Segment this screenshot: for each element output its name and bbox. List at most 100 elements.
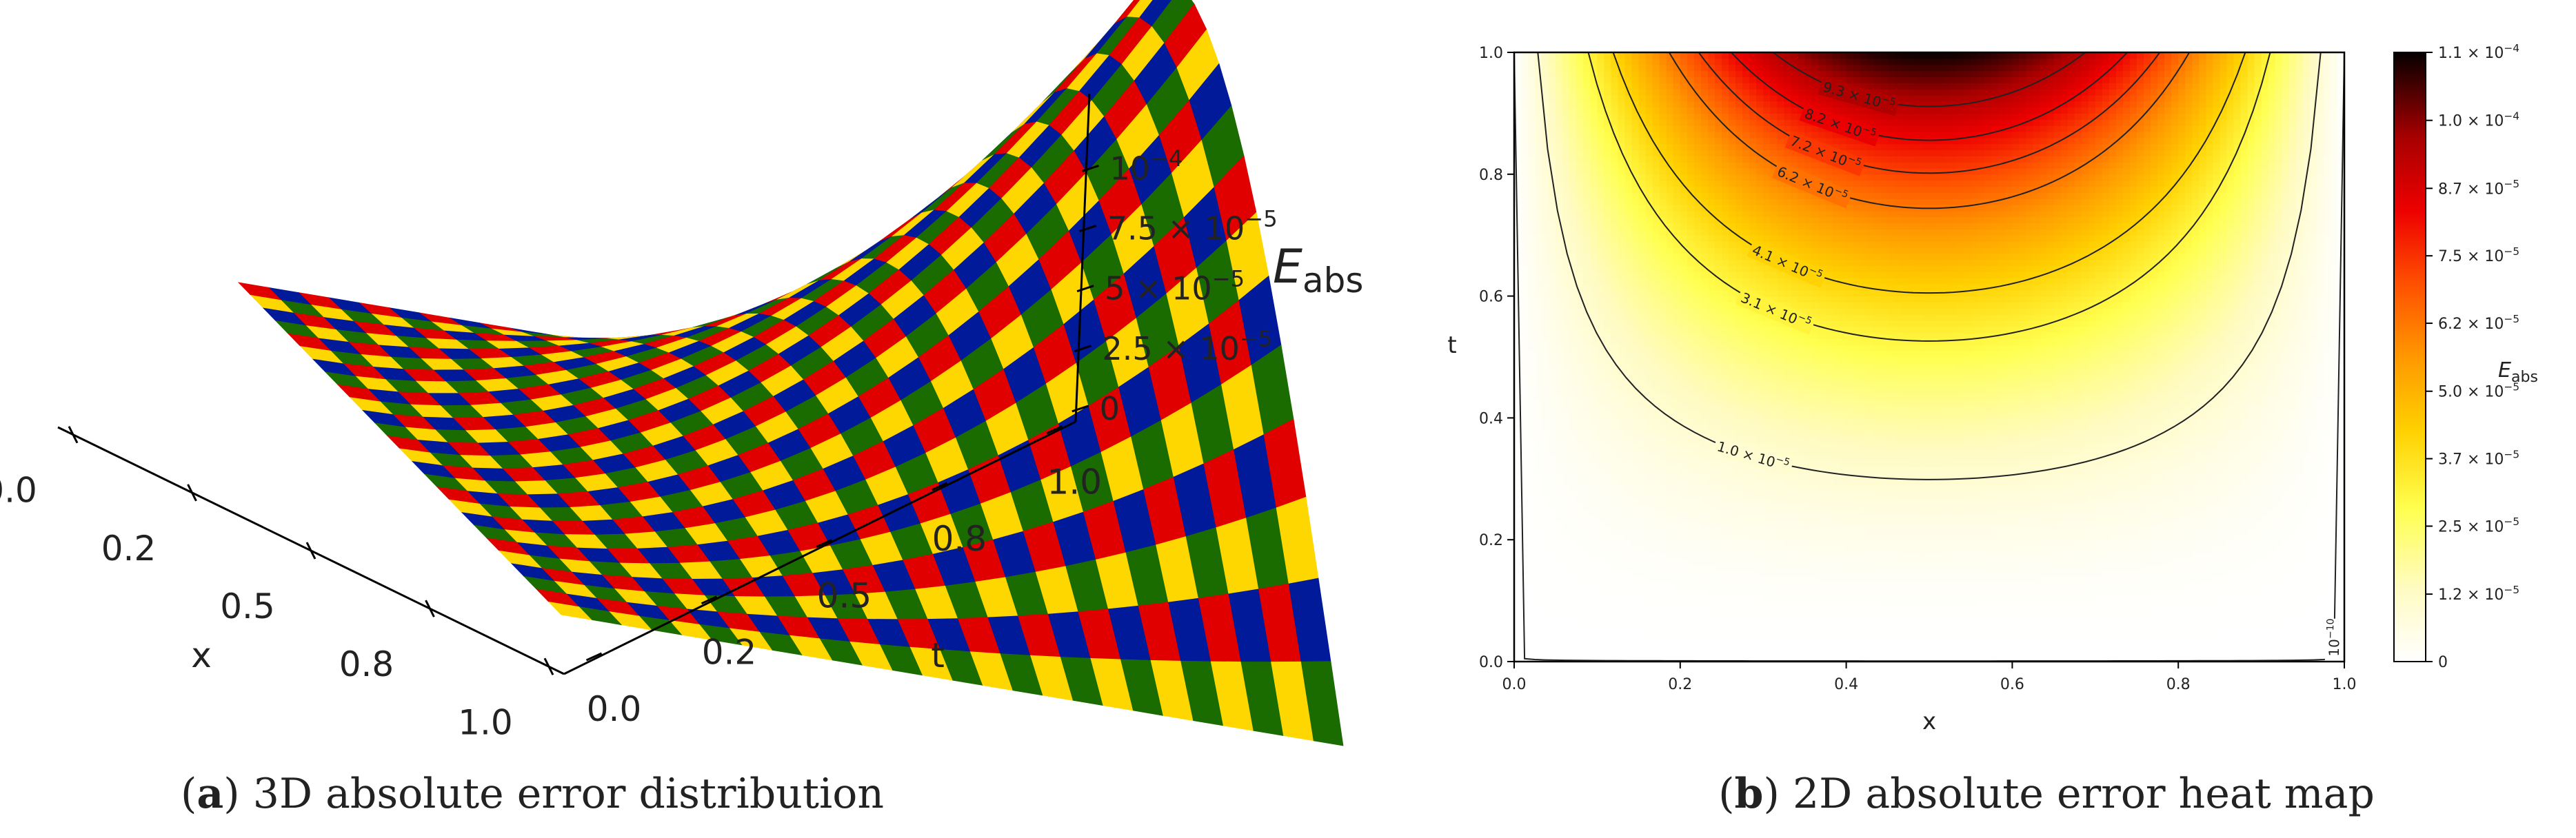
heatmap-cell — [1652, 156, 1660, 163]
heatmap-cell — [1638, 588, 1647, 595]
heatmap-cell — [1791, 613, 1798, 620]
heatmap-cell — [1722, 345, 1729, 351]
heatmap-cell — [1528, 570, 1536, 577]
heatmap-cell — [1749, 229, 1757, 236]
heatmap-cell — [1798, 643, 1805, 650]
heatmap-cell — [1624, 624, 1633, 632]
heatmap-cell — [1666, 454, 1674, 461]
heatmap-cell — [1583, 216, 1591, 224]
heatmap-cell — [1514, 411, 1522, 418]
heatmap-cell — [1542, 418, 1549, 425]
heatmap-cell — [1597, 156, 1605, 163]
heatmap-cell — [1604, 558, 1612, 565]
heatmap-cell — [1791, 478, 1798, 486]
heatmap-cell — [1528, 180, 1536, 187]
heatmap-cell — [1542, 527, 1549, 534]
heatmap-cell — [1687, 643, 1695, 650]
heatmap-cell — [1590, 162, 1598, 169]
surface-x-tick-mark — [305, 542, 316, 560]
heatmap-cell — [1549, 64, 1556, 72]
heatmap-cell — [1549, 564, 1556, 571]
heatmap-cell — [1770, 600, 1778, 608]
heatmap-cell — [1611, 362, 1619, 370]
heatmap-cell — [1549, 192, 1556, 199]
heatmap-cell — [1597, 613, 1605, 620]
heatmap-cell — [1638, 113, 1647, 120]
heatmap-cell — [1700, 94, 1709, 102]
heatmap-cell — [1666, 357, 1674, 364]
heatmap-cell — [1777, 600, 1784, 608]
heatmap-cell — [1562, 119, 1570, 126]
heatmap-cell — [1666, 174, 1674, 181]
heatmap-cell — [1631, 241, 1640, 248]
heatmap-cell — [1742, 484, 1750, 492]
heatmap-cell — [1514, 125, 1522, 132]
heatmap-cell — [1562, 156, 1570, 163]
heatmap-cell — [1638, 101, 1647, 108]
heatmap-cell — [1735, 533, 1743, 540]
heatmap-cell — [1784, 624, 1791, 632]
heatmap-cell — [1659, 198, 1667, 205]
heatmap-cell — [1680, 216, 1688, 224]
heatmap-cell — [1680, 351, 1688, 358]
heatmap-cell — [1528, 326, 1536, 334]
heatmap-cell — [1763, 320, 1771, 327]
heatmap-cell — [1722, 52, 1729, 59]
heatmap-cell — [1597, 174, 1605, 181]
heatmap-cell — [1549, 613, 1556, 620]
heatmap-cell — [1729, 278, 1736, 285]
heatmap-cell — [1521, 192, 1529, 199]
heatmap-cell — [1804, 540, 1813, 546]
heatmap-cell — [1722, 186, 1729, 193]
heatmap-cell — [1770, 320, 1778, 327]
heatmap-cell — [1673, 162, 1681, 169]
heatmap-cell — [1707, 58, 1715, 65]
heatmap-cell — [1528, 83, 1536, 90]
heatmap-cell — [1611, 533, 1619, 540]
heatmap-cell — [1631, 582, 1640, 589]
heatmap-cell — [1611, 70, 1619, 77]
heatmap-cell — [1770, 546, 1778, 553]
heatmap-cell — [1597, 606, 1605, 613]
heatmap-cell — [1749, 235, 1757, 242]
heatmap-cell — [1714, 58, 1722, 65]
heatmap-cell — [1604, 533, 1612, 540]
heatmap-cell — [1569, 131, 1577, 139]
heatmap-cell — [1659, 253, 1667, 260]
heatmap-cell — [1562, 631, 1570, 638]
heatmap-cell — [1562, 600, 1570, 608]
heatmap-cell — [1604, 375, 1612, 382]
heatmap-cell — [1638, 491, 1647, 498]
heatmap-cell — [1549, 198, 1556, 205]
heatmap-cell — [1535, 460, 1542, 467]
heatmap-cell — [1652, 484, 1660, 492]
heatmap-cell — [1700, 326, 1709, 334]
heatmap-cell — [1562, 326, 1570, 334]
heatmap-cell — [1693, 448, 1702, 456]
heatmap-cell — [1535, 259, 1542, 266]
heatmap-cell — [1763, 436, 1771, 443]
heatmap-cell — [1784, 399, 1791, 407]
heatmap-cell — [1514, 619, 1522, 626]
heatmap-cell — [1604, 241, 1612, 248]
heatmap-cell — [1604, 70, 1612, 77]
heatmap-cell — [1514, 210, 1522, 218]
heatmap-cell — [1714, 564, 1722, 571]
heatmap-cell — [1611, 588, 1619, 595]
heatmap-cell — [1638, 289, 1647, 297]
heatmap-cell — [1556, 272, 1563, 278]
heatmap-cell — [1700, 362, 1709, 370]
heatmap-cell — [1535, 253, 1542, 260]
heatmap-cell — [1611, 76, 1619, 83]
heatmap-cell — [1742, 235, 1750, 242]
heatmap-cell — [1597, 76, 1605, 83]
heatmap-cell — [1611, 272, 1619, 278]
heatmap-cell — [1680, 448, 1688, 456]
heatmap-cell — [1735, 643, 1743, 650]
heatmap-cell — [1624, 509, 1633, 516]
heatmap-cell — [1549, 113, 1556, 120]
heatmap-cell — [1590, 357, 1598, 364]
heatmap-cell — [1722, 582, 1729, 589]
heatmap-cell — [1804, 332, 1813, 340]
heatmap-cell — [1804, 357, 1813, 364]
